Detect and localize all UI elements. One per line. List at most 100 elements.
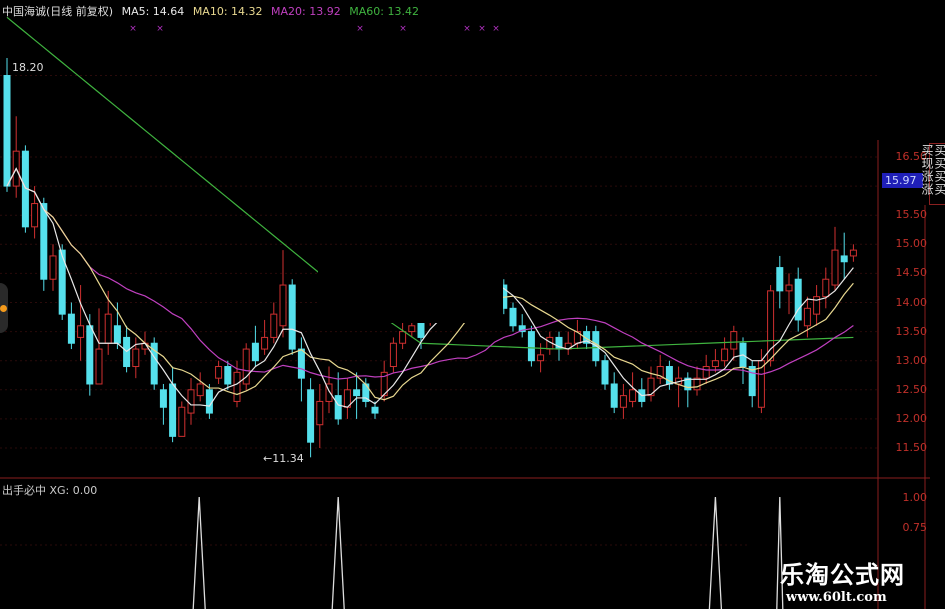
candle-up bbox=[49, 255, 57, 280]
orange-dot-icon bbox=[0, 305, 7, 312]
signal-marker: × bbox=[356, 24, 364, 34]
candle-down bbox=[840, 255, 848, 263]
indicator-spike bbox=[776, 496, 784, 609]
candle-down bbox=[297, 348, 305, 379]
candle-down bbox=[794, 278, 802, 321]
candle-down bbox=[776, 267, 784, 292]
candle-up bbox=[279, 284, 287, 327]
candle-up bbox=[389, 342, 397, 368]
price-tick: 15.50 bbox=[895, 208, 928, 222]
candle-down bbox=[169, 383, 177, 437]
ma5-line bbox=[6, 167, 854, 408]
stock-title: 中国海诚(日线 前复权) bbox=[2, 5, 114, 18]
watermark-url: www.60lt.com bbox=[786, 590, 887, 605]
price-tick: 13.50 bbox=[895, 324, 928, 338]
chart-header: 中国海诚(日线 前复权) MA5: 14.64 MA10: 14.32 MA20… bbox=[2, 3, 424, 19]
candle-up bbox=[693, 377, 701, 391]
signal-marker: × bbox=[156, 24, 164, 34]
candle-up bbox=[77, 325, 85, 338]
candle-up bbox=[629, 389, 637, 402]
candle-up bbox=[803, 307, 811, 327]
candle-up bbox=[767, 290, 775, 362]
candle-up bbox=[721, 348, 729, 362]
candle-up bbox=[537, 354, 545, 362]
candle-down bbox=[40, 203, 48, 280]
candle-down bbox=[684, 377, 692, 391]
candle-up bbox=[31, 203, 39, 228]
candle-up bbox=[380, 371, 388, 397]
candle-up bbox=[399, 331, 407, 344]
indicator-tick-075: 0.75 bbox=[902, 521, 928, 534]
price-tick: 14.00 bbox=[895, 295, 928, 309]
candle-down bbox=[601, 360, 609, 385]
candle-down bbox=[334, 395, 342, 420]
price-tick: 13.00 bbox=[895, 353, 928, 367]
signal-marker: × bbox=[492, 24, 500, 34]
candle-down bbox=[371, 406, 379, 414]
candle-down bbox=[67, 313, 75, 344]
occluded-area bbox=[318, 255, 503, 323]
candle-down bbox=[307, 389, 315, 443]
candle-down bbox=[58, 249, 66, 315]
candle-up bbox=[619, 395, 627, 408]
candle-down bbox=[159, 389, 167, 408]
candle-down bbox=[251, 342, 259, 362]
candle-down bbox=[748, 366, 756, 397]
candle-up bbox=[104, 313, 112, 344]
candle-down bbox=[288, 284, 296, 350]
current-price-tag: 15.97 bbox=[882, 173, 923, 188]
low-price-label: ←11.34 bbox=[263, 452, 304, 465]
candle-down bbox=[3, 75, 11, 187]
candle-down bbox=[150, 342, 158, 385]
candle-up bbox=[702, 366, 710, 379]
price-tick: 11.50 bbox=[895, 441, 928, 454]
candle-up bbox=[187, 389, 195, 414]
price-tick: 12.00 bbox=[895, 411, 928, 425]
candle-up bbox=[242, 348, 250, 385]
candle-up bbox=[325, 383, 333, 402]
candle-up bbox=[831, 249, 839, 286]
signal-marker: × bbox=[399, 24, 407, 34]
signal-marker: × bbox=[129, 24, 137, 34]
candle-up bbox=[132, 348, 140, 368]
candle-down bbox=[205, 389, 213, 414]
price-tick: 12.50 bbox=[895, 382, 928, 396]
candle-up bbox=[215, 366, 223, 379]
candle-up bbox=[656, 366, 664, 379]
candle-up bbox=[408, 325, 416, 333]
candle-down bbox=[353, 389, 361, 397]
high-price-label: 18.20 bbox=[12, 61, 44, 74]
candle-up bbox=[711, 360, 719, 368]
ma20-line bbox=[6, 167, 854, 380]
candle-down bbox=[527, 331, 535, 362]
candle-down bbox=[509, 307, 517, 327]
indicator-spike bbox=[331, 496, 345, 609]
indicator-tick-1: 1.00 bbox=[902, 491, 928, 504]
signal-marker: × bbox=[478, 24, 486, 34]
watermark: 乐淘公式网 www.60lt.com bbox=[780, 555, 905, 605]
candle-up bbox=[233, 371, 241, 402]
side-panel-toggle[interactable] bbox=[0, 283, 8, 333]
candle-up bbox=[95, 348, 103, 385]
price-tick: 15.00 bbox=[895, 237, 928, 251]
ma60-line bbox=[6, 16, 854, 350]
ma10-value: MA10: 14.32 bbox=[192, 5, 263, 18]
candle-down bbox=[583, 331, 591, 344]
ma20-value: MA20: 13.92 bbox=[271, 5, 341, 18]
indicator-spike bbox=[192, 496, 206, 609]
price-tick: 16.50 bbox=[895, 150, 928, 163]
candle-up bbox=[316, 400, 324, 426]
candle-up bbox=[730, 331, 738, 350]
indicator-title: 出手必中 XG: 0.00 bbox=[2, 484, 98, 497]
candle-up bbox=[196, 383, 204, 397]
candle-up bbox=[849, 249, 857, 257]
indicator-spike bbox=[708, 496, 723, 609]
candle-up bbox=[813, 296, 821, 315]
ma5-value: MA5: 14.64 bbox=[121, 5, 185, 18]
candle-up bbox=[785, 284, 793, 292]
watermark-title: 乐淘公式网 bbox=[780, 560, 905, 589]
ma10-line bbox=[6, 167, 854, 401]
signal-strip: 买买买买买现涨涨 bbox=[920, 143, 945, 205]
candle-up bbox=[822, 278, 830, 298]
